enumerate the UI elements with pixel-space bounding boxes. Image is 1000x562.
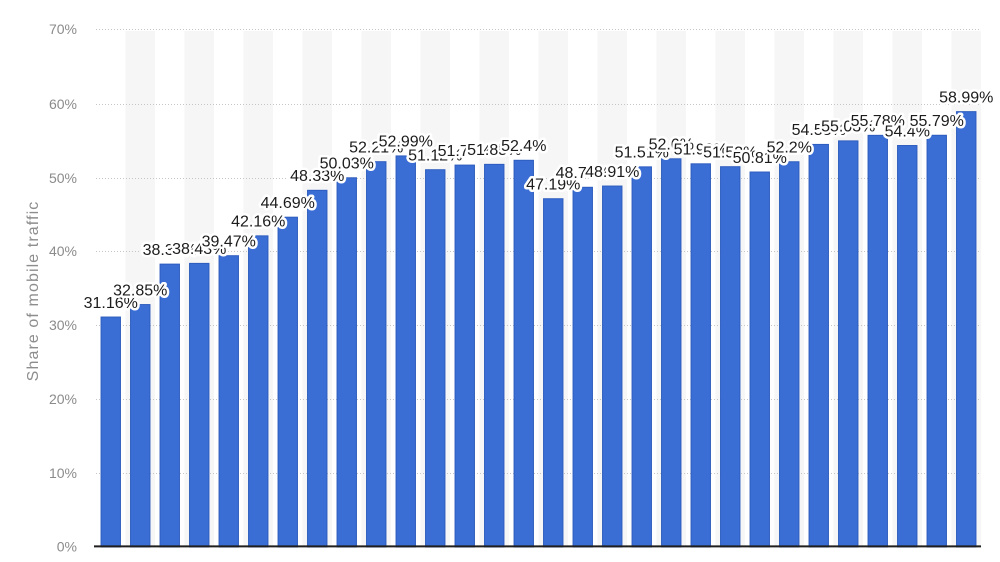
svg-text:48.33%: 48.33% (290, 168, 344, 185)
svg-text:52.2%: 52.2% (767, 140, 812, 157)
svg-text:55.78%: 55.78% (851, 113, 905, 130)
svg-text:54.4%: 54.4% (885, 123, 930, 140)
svg-text:54.55%: 54.55% (792, 122, 846, 139)
svg-text:50.81%: 50.81% (733, 150, 787, 167)
svg-text:52.21%: 52.21% (349, 139, 403, 156)
svg-text:38.33%: 38.33% (143, 242, 197, 259)
svg-text:55.79%: 55.79% (910, 113, 964, 130)
svg-text:70%: 70% (49, 21, 77, 37)
svg-text:60%: 60% (49, 96, 77, 112)
svg-text:39.47%: 39.47% (202, 234, 256, 251)
svg-text:38.43%: 38.43% (172, 241, 226, 258)
svg-text:44.69%: 44.69% (261, 195, 315, 212)
svg-text:51.53%: 51.53% (703, 145, 757, 162)
svg-text:51.12%: 51.12% (408, 148, 462, 165)
svg-text:52.4%: 52.4% (501, 138, 546, 155)
svg-text:Share of mobile traffic: Share of mobile traffic (25, 201, 42, 382)
svg-text:52.99%: 52.99% (379, 134, 433, 151)
svg-text:30%: 30% (49, 317, 77, 333)
svg-text:50%: 50% (49, 170, 77, 186)
svg-text:0%: 0% (57, 538, 77, 554)
svg-text:48.74%: 48.74% (556, 165, 610, 182)
svg-text:42.16%: 42.16% (231, 214, 285, 231)
svg-text:58.99%: 58.99% (939, 89, 993, 106)
svg-text:51.92%: 51.92% (674, 142, 728, 159)
svg-text:40%: 40% (49, 243, 77, 259)
svg-text:52.6%: 52.6% (649, 137, 694, 154)
svg-text:51.51%: 51.51% (615, 145, 669, 162)
svg-text:51.85%: 51.85% (467, 142, 521, 159)
svg-text:20%: 20% (49, 391, 77, 407)
svg-text:48.91%: 48.91% (585, 164, 639, 181)
svg-text:10%: 10% (49, 465, 77, 481)
svg-text:32.85%: 32.85% (113, 282, 167, 299)
svg-text:51.75%: 51.75% (438, 143, 492, 160)
svg-text:50.03%: 50.03% (320, 156, 374, 173)
svg-text:47.19%: 47.19% (526, 177, 580, 194)
svg-text:55.03%: 55.03% (821, 119, 875, 136)
svg-text:31.16%: 31.16% (84, 295, 138, 312)
